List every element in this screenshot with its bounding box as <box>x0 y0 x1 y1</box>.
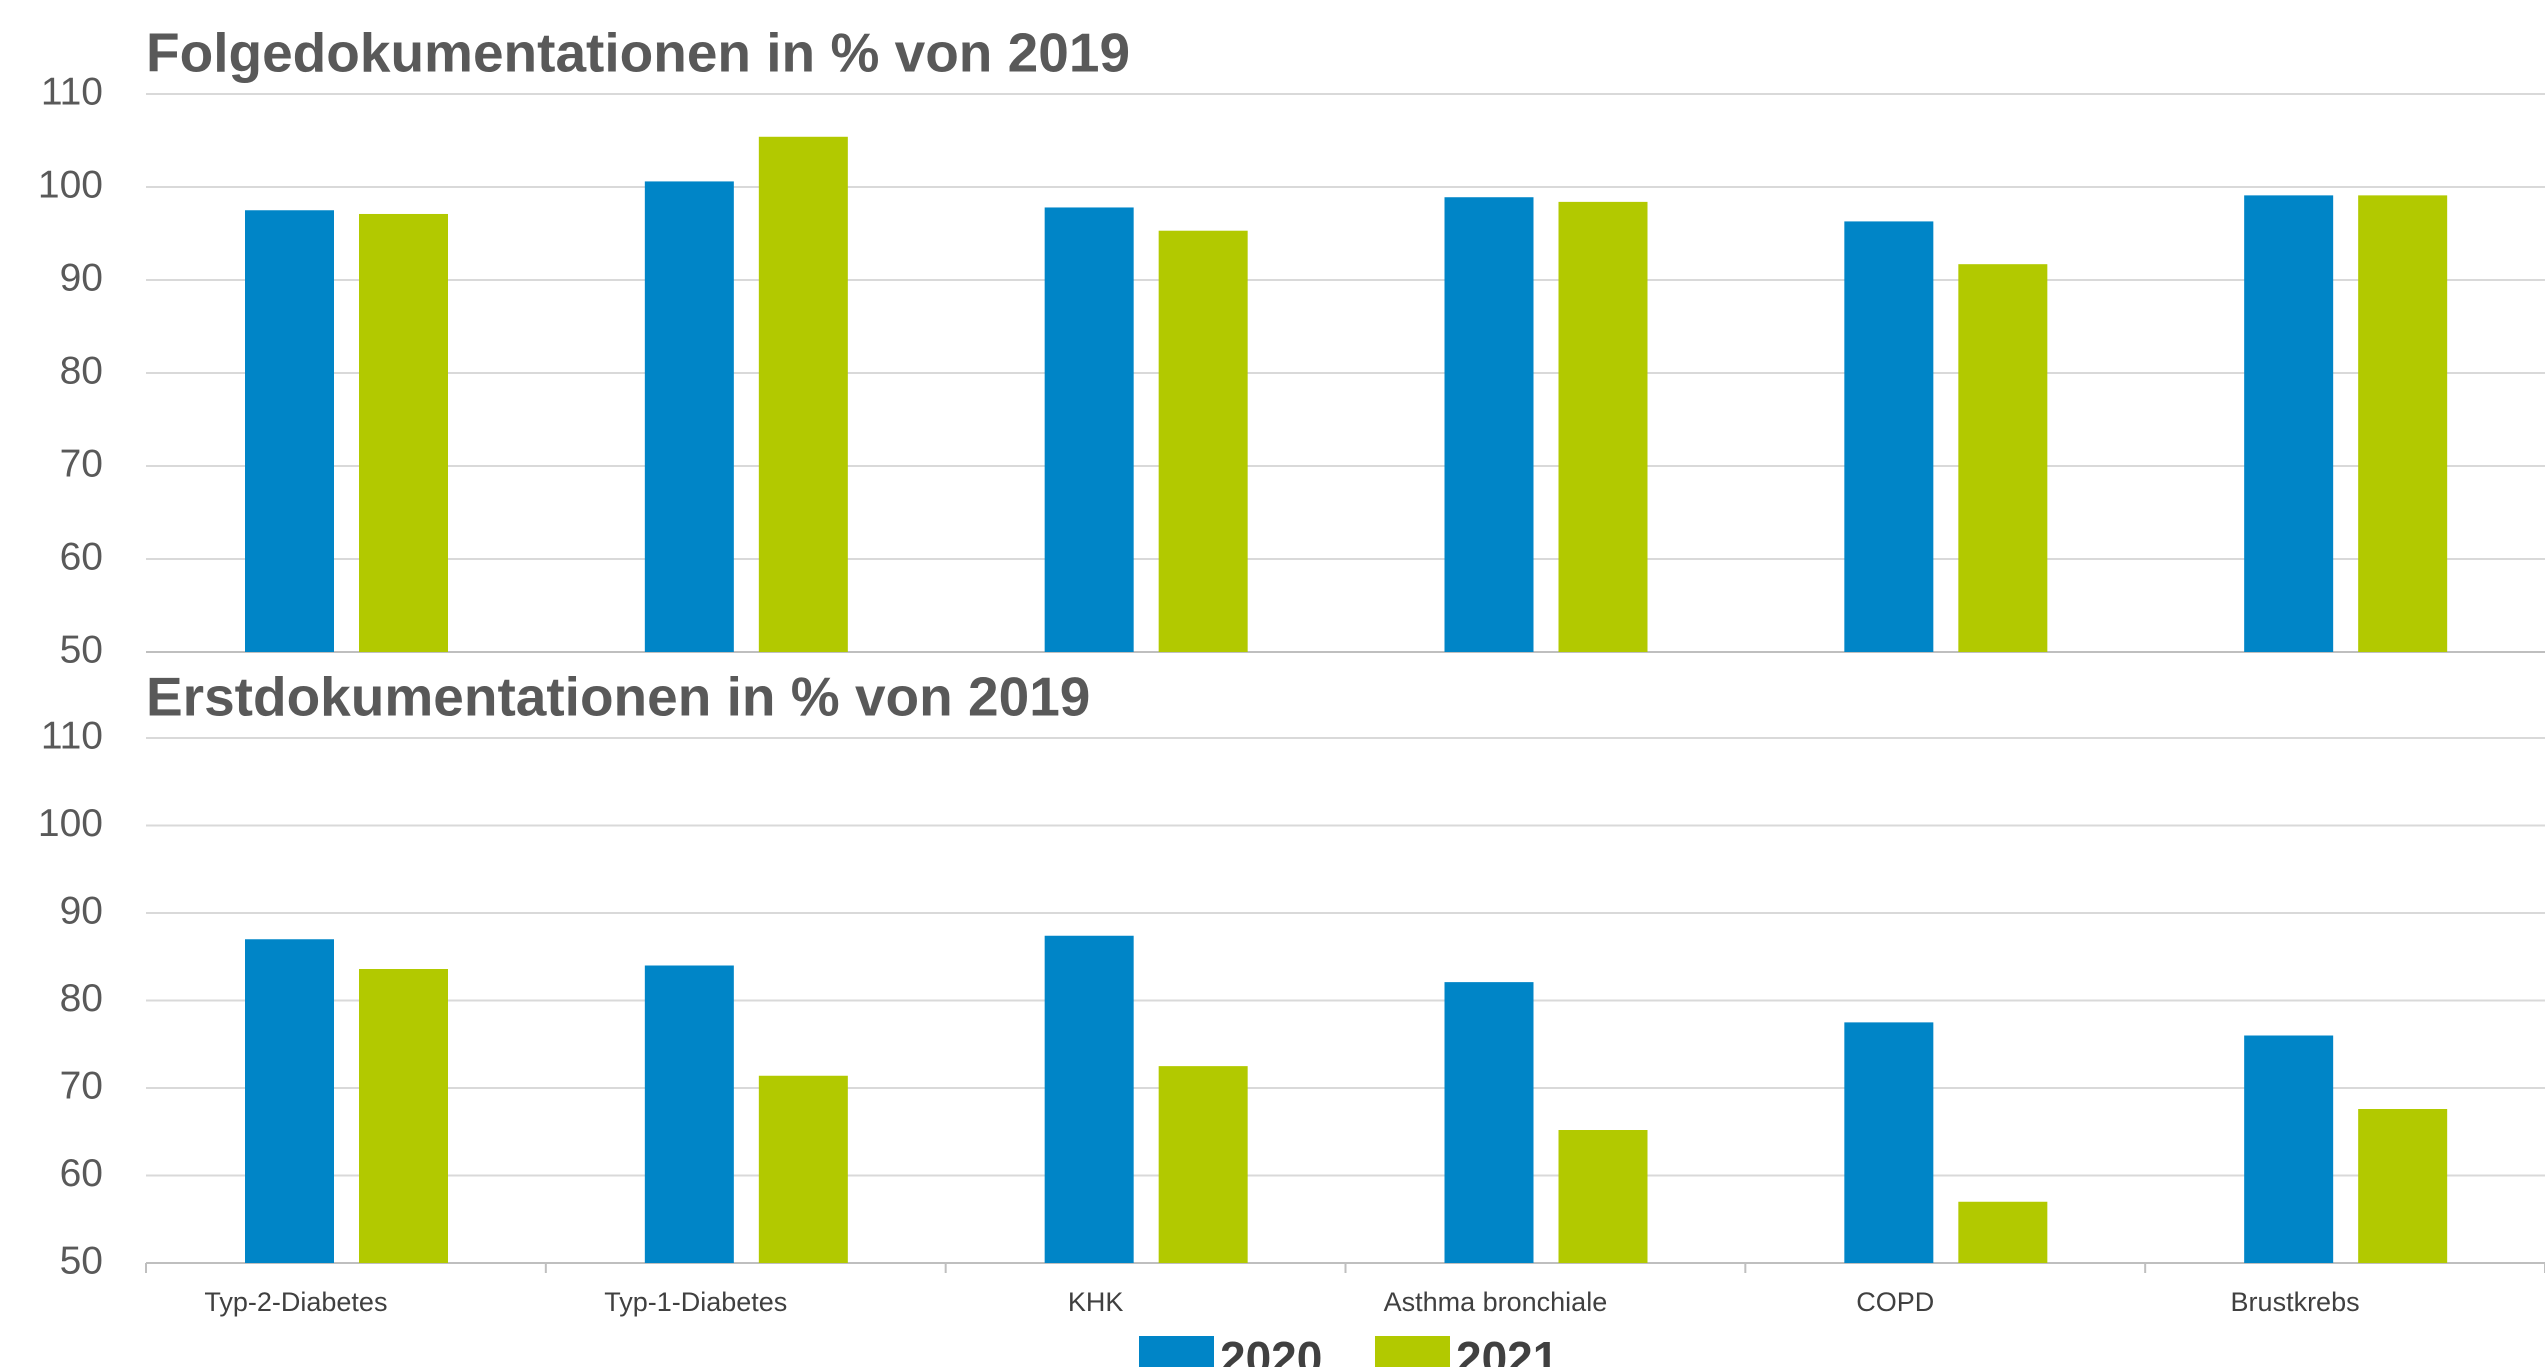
bar <box>1958 1201 2048 1263</box>
x-tick-label: COPD <box>1856 1287 1934 1317</box>
bar <box>359 969 448 1263</box>
legend-swatch <box>1375 1336 1450 1367</box>
bar <box>245 210 334 652</box>
bar <box>2244 195 2334 652</box>
y-tick-label: 80 <box>60 977 103 1020</box>
x-tick-label: Asthma bronchiale <box>1384 1287 1608 1317</box>
bar <box>1444 982 1534 1263</box>
y-tick-label: 70 <box>60 442 103 485</box>
x-tick-label: Typ-1-Diabetes <box>604 1287 787 1317</box>
bar <box>1844 221 1934 652</box>
y-tick-label: 100 <box>38 163 103 206</box>
y-tick-label: 80 <box>60 349 103 392</box>
bar <box>1558 201 1648 652</box>
y-tick-label: 50 <box>60 628 103 671</box>
bar <box>1044 935 1134 1263</box>
bar <box>758 1075 848 1263</box>
bar <box>1044 207 1134 652</box>
legend-label: 2020 <box>1220 1332 1322 1367</box>
y-tick-label: 50 <box>60 1239 103 1282</box>
x-tick-label: Typ-2-Diabetes <box>204 1287 387 1317</box>
bar <box>1158 230 1248 652</box>
y-tick-label: 110 <box>41 70 103 113</box>
chart-title: Erstdokumentationen in % von 2019 <box>146 666 1090 728</box>
chart-title: Folgedokumentationen in % von 2019 <box>146 22 1130 84</box>
y-tick-label: 90 <box>60 256 103 299</box>
y-tick-label: 110 <box>41 714 103 757</box>
bar <box>1444 197 1534 653</box>
bar <box>644 181 734 653</box>
bar <box>644 965 734 1263</box>
bar <box>245 939 334 1263</box>
legend-swatch <box>1139 1336 1214 1367</box>
bar <box>1958 264 2048 652</box>
bar <box>2358 195 2448 652</box>
bar <box>2358 1109 2448 1263</box>
bar <box>1844 1022 1934 1263</box>
bar <box>359 213 448 652</box>
bar <box>758 136 848 652</box>
y-tick-label: 90 <box>60 889 103 932</box>
x-tick-label: Brustkrebs <box>2231 1287 2360 1317</box>
y-tick-label: 60 <box>60 1152 103 1195</box>
bar <box>1158 1066 1248 1263</box>
y-tick-label: 70 <box>60 1064 103 1107</box>
bar <box>1558 1130 1648 1263</box>
x-tick-label: KHK <box>1068 1287 1124 1317</box>
bar <box>2244 1035 2334 1263</box>
y-tick-label: 60 <box>60 535 103 578</box>
y-tick-label: 100 <box>38 802 103 845</box>
legend-label: 2021 <box>1456 1332 1558 1367</box>
